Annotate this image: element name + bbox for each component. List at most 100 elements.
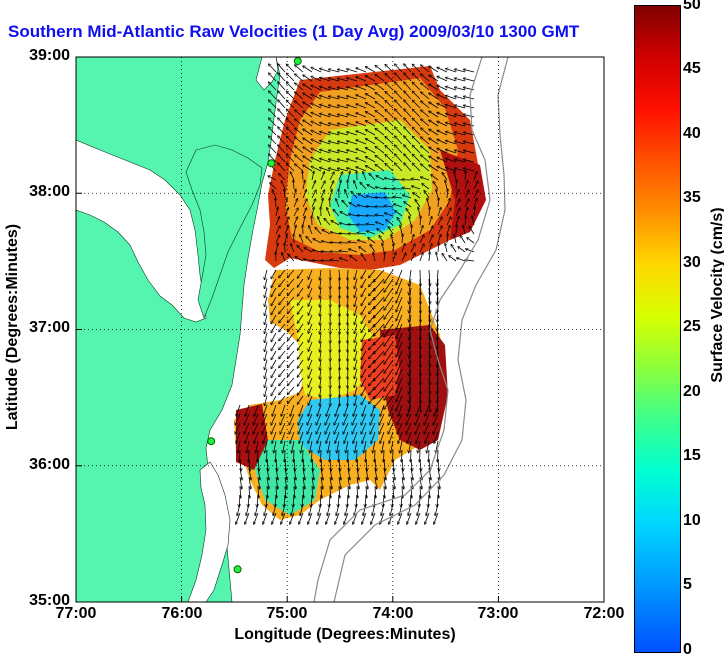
velocity-arrow xyxy=(307,413,313,425)
velocity-arrow xyxy=(348,359,349,370)
velocity-arrow xyxy=(400,440,403,453)
velocity-arrow xyxy=(406,413,412,425)
velocity-arrow xyxy=(311,85,322,91)
velocity-arrow xyxy=(357,485,358,498)
velocity-arrow xyxy=(393,197,403,198)
velocity-arrow xyxy=(389,512,394,524)
velocity-arrow xyxy=(438,458,439,471)
velocity-arrow xyxy=(328,141,340,145)
velocity-arrow xyxy=(271,350,277,360)
velocity-arrow xyxy=(339,287,340,298)
velocity-arrow xyxy=(384,269,394,283)
velocity-arrow xyxy=(407,431,412,443)
velocity-arrow xyxy=(449,256,457,262)
velocity-arrow xyxy=(360,182,367,190)
velocity-arrow xyxy=(385,154,394,163)
velocity-arrow xyxy=(456,180,457,190)
velocity-arrow xyxy=(349,249,358,253)
velocity-arrow xyxy=(396,368,403,384)
velocity-arrow xyxy=(287,305,295,314)
velocity-arrow xyxy=(365,85,376,91)
velocity-arrow xyxy=(437,305,438,322)
velocity-arrow xyxy=(237,503,241,516)
velocity-arrow xyxy=(424,422,430,434)
velocity-arrow xyxy=(367,231,376,235)
velocity-arrow xyxy=(429,207,430,217)
velocity-arrow xyxy=(262,413,268,425)
velocity-arrow xyxy=(308,377,313,387)
velocity-arrow xyxy=(435,503,439,516)
velocity-arrow xyxy=(279,332,286,341)
velocity-arrow xyxy=(409,323,412,340)
velocity-arrow xyxy=(463,105,475,109)
velocity-arrow xyxy=(258,449,259,462)
velocity-arrow xyxy=(406,422,412,434)
velocity-arrow xyxy=(279,278,286,287)
velocity-arrow xyxy=(286,163,295,172)
velocity-arrow xyxy=(311,67,322,73)
velocity-arrow xyxy=(266,467,269,480)
velocity-arrow xyxy=(366,449,367,462)
velocity-arrow xyxy=(263,431,268,443)
velocity-arrow xyxy=(271,323,277,333)
velocity-arrow xyxy=(437,148,448,154)
velocity-arrow xyxy=(373,332,385,345)
velocity-arrow xyxy=(311,207,314,217)
velocity-arrow xyxy=(320,341,321,352)
velocity-arrow xyxy=(417,503,421,516)
velocity-arrow xyxy=(429,120,439,127)
velocity-arrow xyxy=(437,67,448,73)
velocity-arrow xyxy=(297,323,304,332)
velocity-arrow xyxy=(437,103,448,109)
velocity-arrow xyxy=(321,251,331,252)
velocity-arrow xyxy=(418,207,421,217)
velocity-arrow xyxy=(385,82,394,91)
velocity-arrow xyxy=(278,163,286,172)
velocity-arrow xyxy=(347,114,358,118)
velocity-arrow xyxy=(348,449,349,462)
velocity-arrow xyxy=(384,323,394,337)
velocity-arrow xyxy=(284,198,287,208)
velocity-arrow xyxy=(303,165,313,172)
velocity-arrow xyxy=(290,404,295,416)
velocity-arrow xyxy=(344,512,349,524)
velocity-arrow xyxy=(290,172,295,181)
velocity-arrow xyxy=(348,395,349,406)
velocity-arrow xyxy=(427,440,430,453)
velocity-arrow xyxy=(343,422,349,434)
velocity-arrow xyxy=(465,216,466,226)
velocity-arrow xyxy=(353,431,358,443)
velocity-arrow xyxy=(293,208,298,217)
velocity-arrow xyxy=(271,341,277,351)
velocity-arrow xyxy=(396,278,403,294)
velocity-arrow xyxy=(329,172,334,181)
velocity-arrow xyxy=(365,112,376,118)
velocity-arrow xyxy=(293,199,298,208)
velocity-arrow xyxy=(264,359,268,370)
velocity-arrow xyxy=(257,476,260,489)
velocity-arrow xyxy=(365,157,376,163)
velocity-arrow xyxy=(275,217,280,226)
velocity-arrow xyxy=(328,96,340,100)
velocity-arrow xyxy=(325,422,331,434)
velocity-arrow xyxy=(386,220,394,226)
velocity-arrow xyxy=(447,234,448,244)
velocity-arrow xyxy=(429,368,430,385)
velocity-arrow xyxy=(397,218,403,226)
velocity-arrow xyxy=(286,118,295,127)
velocity-arrow xyxy=(361,413,367,425)
velocity-arrow xyxy=(454,69,466,73)
velocity-arrow xyxy=(284,467,287,480)
velocity-arrow xyxy=(347,87,358,91)
velocity-arrow xyxy=(383,494,384,507)
velocity-arrow xyxy=(361,332,367,342)
velocity-arrow xyxy=(412,127,421,136)
velocity-arrow xyxy=(428,217,432,226)
velocity-arrow xyxy=(303,129,313,136)
velocity-arrow xyxy=(438,243,439,253)
velocity-arrow xyxy=(385,109,394,118)
velocity-arrow xyxy=(337,96,349,100)
velocity-arrow xyxy=(427,198,430,208)
velocity-arrow xyxy=(373,350,385,363)
velocity-arrow xyxy=(303,102,313,109)
